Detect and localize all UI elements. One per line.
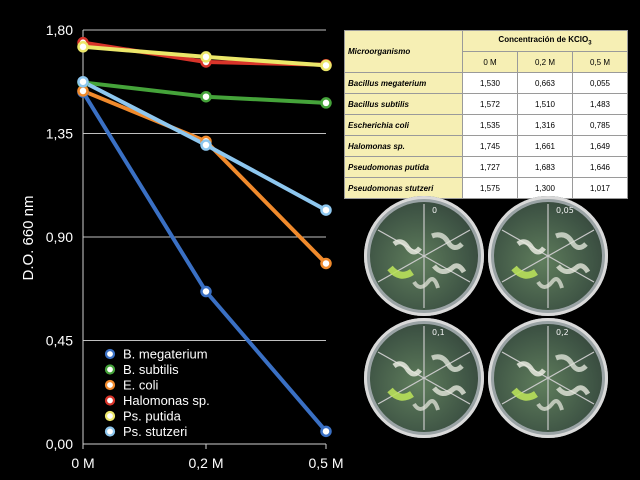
plate-label: 0,1 [432,328,445,337]
row-name: Bacillus megaterium [344,72,463,94]
series-lines [77,36,332,438]
table-row: Pseudomonas stutzeri 1,575 1,300 1,017 [344,177,628,199]
legend-label: Ps. putida [123,409,182,424]
x-tick-label: 0 M [71,455,94,471]
table-row: Pseudomonas putida 1,727 1,683 1,646 [344,156,628,178]
data-point [77,41,89,53]
legend-marker [104,426,116,437]
plate-sectors [377,326,471,430]
petri-plate-photo: 0,05 [488,196,608,316]
table-cell: 1,017 [572,177,628,199]
legend-marker [104,348,116,360]
legend-marker [104,379,116,391]
axes [82,30,327,449]
legend-label: B. megaterium [123,347,208,362]
conc-header-text: Concentración de KClO [498,35,589,45]
petri-plate-photo: 0,2 [488,318,608,438]
data-point [77,76,89,88]
data-point [320,59,332,72]
table-cell: 1,535 [462,114,518,136]
data-point [320,425,332,438]
data-point [200,51,212,63]
data-point [77,85,89,97]
data-point [320,97,332,109]
table-cell: 1,661 [517,135,573,157]
plate-label: 0,2 [556,328,569,337]
table-cell: 1,727 [462,156,518,178]
legend-marker [104,364,116,375]
table-cell: 1,530 [462,72,518,94]
table-cell: 0,663 [517,72,573,94]
legend-label: Halomonas sp. [123,393,210,408]
table-cell: 1,510 [517,93,573,115]
table-cell: 1,483 [572,93,628,115]
table-cell: 1,683 [517,156,573,178]
data-point [320,257,332,270]
y-tick-label: 0,90 [46,229,73,245]
y-axis-label: D.O. 660 nm [20,195,37,280]
table-cell: 0,785 [572,114,628,136]
petri-plate-photo: 0,1 [364,318,484,438]
series-line [82,89,328,265]
table-cell: 1,745 [462,135,518,157]
plate-sectors [377,204,471,308]
plate-sectors [501,204,595,308]
data-point [200,90,212,103]
row-name: Halomonas sp. [344,135,463,157]
table-row: Halomonas sp. 1,745 1,661 1,649 [344,135,628,157]
conc-header: Concentración de KClO3 [462,30,628,52]
legend-label: E. coli [123,378,159,393]
data-point [200,285,212,298]
y-tick-label: 1,35 [46,126,73,142]
table-row: Escherichia coli 1,535 1,316 0,785 [344,114,628,136]
conc-header-sub: 3 [588,40,592,47]
legend-label: B. subtilis [123,362,179,377]
column-header: 0,5 M [572,51,628,73]
data-point [200,139,212,151]
data-point [320,204,332,216]
plate-label: 0 [432,206,438,215]
table-cell: 1,316 [517,114,573,136]
y-tick-label: 0,00 [46,436,73,452]
table-cell: 1,572 [462,93,518,115]
x-tick-label: 0,5 M [308,455,343,471]
legend-label: Ps. stutzeri [123,424,187,439]
table-row: Bacillus megaterium 1,530 0,663 0,055 [344,72,628,94]
table-cell: 1,575 [462,177,518,199]
column-header: 0 M [462,51,518,73]
row-name: Escherichia coli [344,114,463,136]
grid-lines [83,29,326,341]
y-tick-label: 0,45 [46,333,73,349]
row-name: Pseudomonas putida [344,156,463,178]
petri-plate-photo: 0 [364,196,484,316]
legend-marker [104,395,116,406]
table-cell: 0,055 [572,72,628,94]
table-row: Bacillus subtilis 1,572 1,510 1,483 [344,93,628,115]
plate-sectors [501,326,595,430]
table-cell: 1,646 [572,156,628,178]
row-name: Bacillus subtilis [344,93,463,115]
column-header: 0,2 M [517,51,573,73]
legend-marker [104,410,116,422]
data-table: Microorganismo Concentración de KClO3 0 … [344,30,628,199]
micro-header: Microorganismo [344,30,463,73]
x-tick-label: 0,2 M [188,455,223,471]
x-tick-labels: 0 M 0,2 M 0,5 M [71,455,343,471]
row-name: Pseudomonas stutzeri [344,177,463,199]
plate-label: 0,05 [556,206,574,215]
table-cell: 1,649 [572,135,628,157]
y-tick-labels: 0,00 0,45 0,90 1,35 1,80 [46,22,73,452]
y-tick-label: 1,80 [46,22,73,38]
